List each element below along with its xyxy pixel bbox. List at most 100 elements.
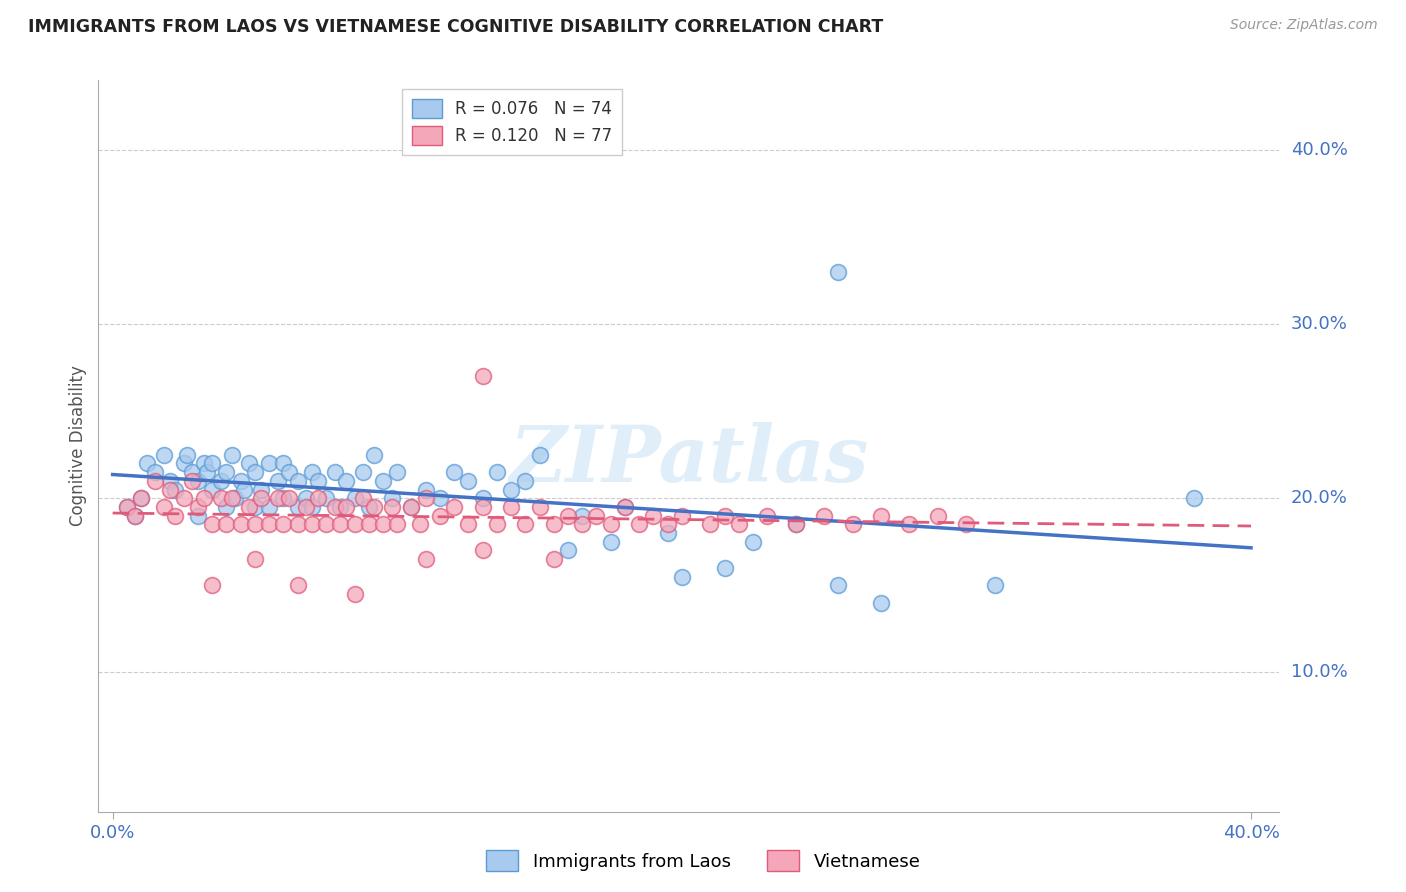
Point <box>176 448 198 462</box>
Point <box>335 474 357 488</box>
Point <box>898 517 921 532</box>
Point <box>187 474 209 488</box>
Point <box>643 508 665 523</box>
Point <box>335 500 357 514</box>
Point <box>742 534 765 549</box>
Point <box>529 448 551 462</box>
Point <box>287 517 309 532</box>
Point <box>543 552 565 566</box>
Point <box>115 500 138 514</box>
Point <box>243 517 266 532</box>
Point <box>671 508 693 523</box>
Point <box>515 474 537 488</box>
Point <box>224 491 246 506</box>
Point <box>124 508 146 523</box>
Point <box>841 517 863 532</box>
Point <box>301 517 323 532</box>
Point <box>287 474 309 488</box>
Point <box>215 465 238 479</box>
Point <box>401 500 423 514</box>
Point <box>727 517 749 532</box>
Point <box>229 474 252 488</box>
Point <box>193 491 215 506</box>
Point <box>201 457 224 471</box>
Point <box>209 491 232 506</box>
Point <box>401 500 423 514</box>
Point <box>557 543 579 558</box>
Point <box>323 465 346 479</box>
Point <box>129 491 152 506</box>
Point <box>173 491 195 506</box>
Point <box>1182 491 1205 506</box>
Point <box>307 474 329 488</box>
Point <box>295 500 318 514</box>
Text: ZIPatlas: ZIPatlas <box>509 423 869 499</box>
Point <box>529 500 551 514</box>
Point <box>599 534 621 549</box>
Point <box>243 500 266 514</box>
Point <box>165 483 187 497</box>
Point <box>363 448 385 462</box>
Point <box>415 552 437 566</box>
Text: 40.0%: 40.0% <box>1291 141 1347 159</box>
Point <box>343 491 366 506</box>
Point <box>287 500 309 514</box>
Point <box>209 474 232 488</box>
Point <box>571 517 593 532</box>
Point <box>613 500 636 514</box>
Point <box>471 543 494 558</box>
Point <box>129 491 152 506</box>
Point <box>315 491 337 506</box>
Point <box>870 508 893 523</box>
Point <box>599 517 621 532</box>
Point <box>329 500 352 514</box>
Point <box>159 474 181 488</box>
Point <box>628 517 651 532</box>
Point <box>165 508 187 523</box>
Point <box>984 578 1007 592</box>
Point <box>499 500 522 514</box>
Point <box>278 491 301 506</box>
Point <box>153 448 176 462</box>
Point <box>357 517 380 532</box>
Point <box>187 508 209 523</box>
Point <box>415 491 437 506</box>
Point <box>243 552 266 566</box>
Point <box>457 517 479 532</box>
Point <box>257 500 280 514</box>
Point <box>613 500 636 514</box>
Y-axis label: Cognitive Disability: Cognitive Disability <box>69 366 87 526</box>
Point <box>249 483 271 497</box>
Point <box>201 483 224 497</box>
Legend: Immigrants from Laos, Vietnamese: Immigrants from Laos, Vietnamese <box>478 843 928 879</box>
Point <box>785 517 807 532</box>
Point <box>699 517 721 532</box>
Point <box>387 517 409 532</box>
Point <box>557 508 579 523</box>
Point <box>143 465 166 479</box>
Point <box>585 508 607 523</box>
Point <box>273 491 295 506</box>
Text: Source: ZipAtlas.com: Source: ZipAtlas.com <box>1230 18 1378 32</box>
Point <box>457 474 479 488</box>
Point <box>415 483 437 497</box>
Point <box>201 578 224 592</box>
Point <box>153 500 176 514</box>
Point <box>267 474 290 488</box>
Point <box>287 578 309 592</box>
Point <box>499 483 522 497</box>
Point <box>143 474 166 488</box>
Text: 30.0%: 30.0% <box>1291 315 1347 333</box>
Point <box>135 457 157 471</box>
Point <box>181 474 204 488</box>
Point <box>543 517 565 532</box>
Point <box>301 465 323 479</box>
Point <box>215 500 238 514</box>
Point <box>380 500 402 514</box>
Point <box>827 265 849 279</box>
Text: 10.0%: 10.0% <box>1291 664 1347 681</box>
Point <box>323 500 346 514</box>
Point <box>315 517 337 532</box>
Text: 20.0%: 20.0% <box>1291 489 1347 508</box>
Point <box>671 569 693 583</box>
